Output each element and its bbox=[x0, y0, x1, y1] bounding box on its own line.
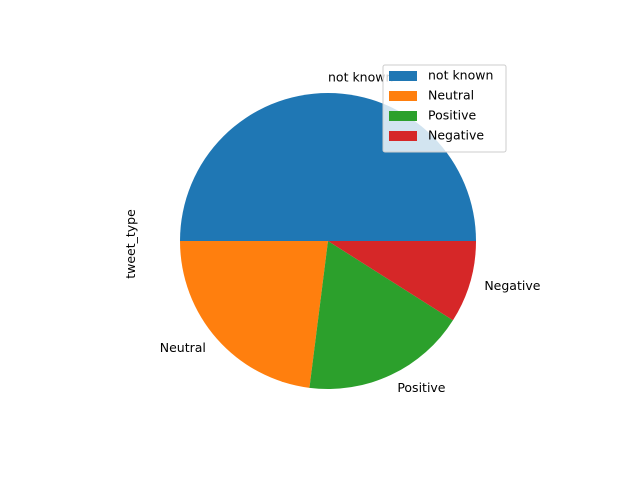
legend-label: not known bbox=[428, 68, 493, 83]
legend-swatch bbox=[389, 131, 417, 141]
legend-label: Neutral bbox=[428, 88, 474, 103]
slice-label: Positive bbox=[397, 380, 445, 395]
slice-label: not known bbox=[328, 70, 393, 85]
slice-label: Neutral bbox=[160, 340, 206, 355]
legend: not known Neutral Positive Negative bbox=[382, 64, 507, 153]
legend-label: Positive bbox=[428, 108, 476, 123]
pie-slice-negative bbox=[328, 241, 476, 321]
legend-swatch bbox=[389, 71, 417, 81]
legend-swatch bbox=[389, 91, 417, 101]
y-axis-label: tweet_type bbox=[123, 209, 138, 279]
pie-slice-positive bbox=[309, 241, 453, 389]
legend-frame bbox=[382, 64, 507, 153]
pie-slice-neutral bbox=[180, 241, 328, 388]
legend-label: Negative bbox=[428, 128, 484, 143]
legend-swatch bbox=[389, 111, 417, 121]
slice-labels: not known Neutral Positive Negative bbox=[160, 70, 541, 395]
slice-label: Negative bbox=[484, 278, 540, 293]
legend-items: not known Neutral Positive Negative bbox=[389, 68, 493, 143]
